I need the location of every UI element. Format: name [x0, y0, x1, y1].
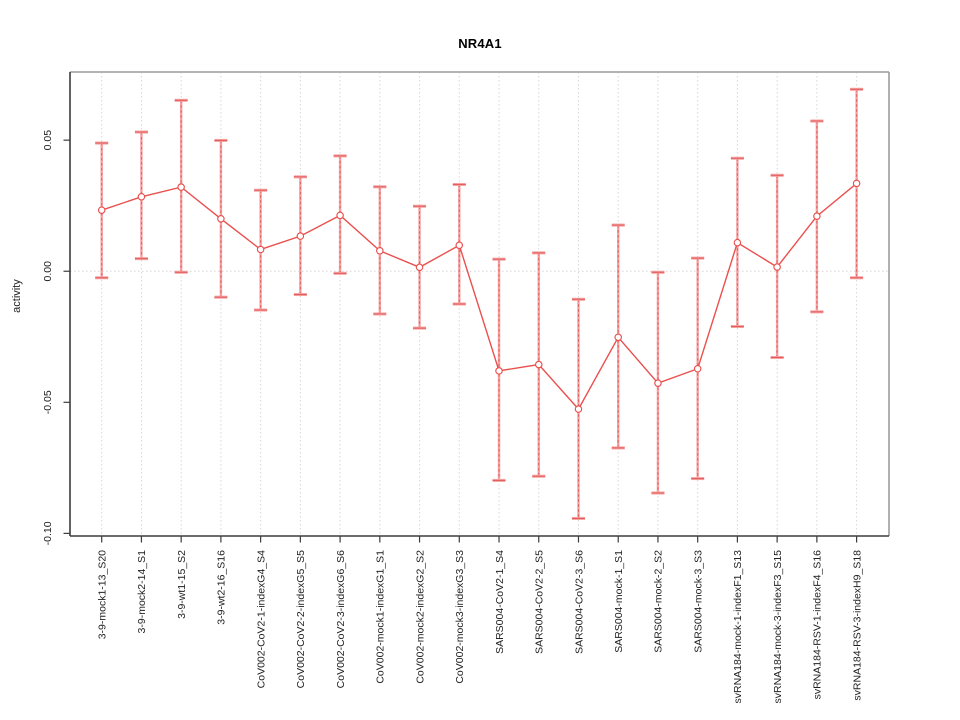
data-point [455, 241, 464, 250]
data-point [614, 333, 622, 342]
y-tick-label: 0.00 [42, 261, 54, 282]
x-category-label: svRNA184-mock-3-indexF3_S15 [772, 550, 784, 704]
data-point [773, 263, 781, 271]
y-tick-label: -0.10 [42, 521, 54, 545]
x-category-label: CoV002-CoV2-1-indexG4_S4 [255, 550, 267, 688]
x-category-label: svRNA184-mock-1-indexF1_S13 [732, 550, 744, 704]
x-category-label: SARS004-CoV2-2_S5 [534, 550, 546, 654]
data-point [376, 247, 384, 255]
data-point [415, 263, 424, 272]
data-point [296, 232, 305, 240]
y-tick-label: -0.05 [42, 390, 54, 414]
y-tick-label: 0.05 [42, 130, 54, 151]
data-point [256, 245, 265, 254]
x-category-label: svRNA184-RSV-1-indexF4_S16 [812, 550, 824, 700]
series-line [101, 182, 858, 411]
x-category-label: SARS004-mock-2_S2 [653, 550, 665, 653]
data-point [852, 179, 861, 188]
data-point [495, 367, 503, 375]
x-category-label: 3-9-wt2-16_S16 [216, 550, 228, 625]
chart-title: NR4A1 [458, 36, 502, 51]
data-point [733, 238, 742, 247]
x-category-label: 3-9-mock2-14_S1 [136, 550, 148, 634]
x-category-label: CoV002-mock1-indexG1_S1 [375, 550, 387, 684]
x-category-label: SARS004-CoV2-1_S4 [494, 550, 506, 654]
data-point [534, 360, 543, 369]
data-point [574, 405, 583, 413]
x-category-label: CoV002-CoV2-2-indexG5_S5 [295, 550, 307, 688]
data-point [336, 211, 344, 220]
x-category-label: SARS004-mock-1_S1 [613, 550, 625, 653]
x-category-label: 3-9-wt1-15_S2 [176, 550, 188, 619]
x-category-label: 3-9-mock1-13_S20 [97, 550, 109, 639]
data-point [654, 379, 662, 387]
x-category-label: svRNA184-RSV-3-indexH9_S18 [851, 550, 863, 701]
data-point [177, 183, 185, 191]
x-category-label: SARS004-CoV2-3_S6 [573, 550, 585, 654]
data-point [813, 212, 821, 220]
data-point [693, 364, 702, 373]
x-category-label: CoV002-mock3-indexG3_S3 [454, 550, 466, 684]
data-point [97, 206, 106, 214]
x-category-label: CoV002-mock2-indexG2_S2 [414, 550, 426, 684]
data-point [137, 193, 146, 201]
data-point [217, 215, 225, 223]
x-category-label: CoV002-CoV2-3-indexG6_S6 [335, 550, 347, 688]
x-category-label: SARS004-mock-3_S3 [692, 550, 704, 653]
